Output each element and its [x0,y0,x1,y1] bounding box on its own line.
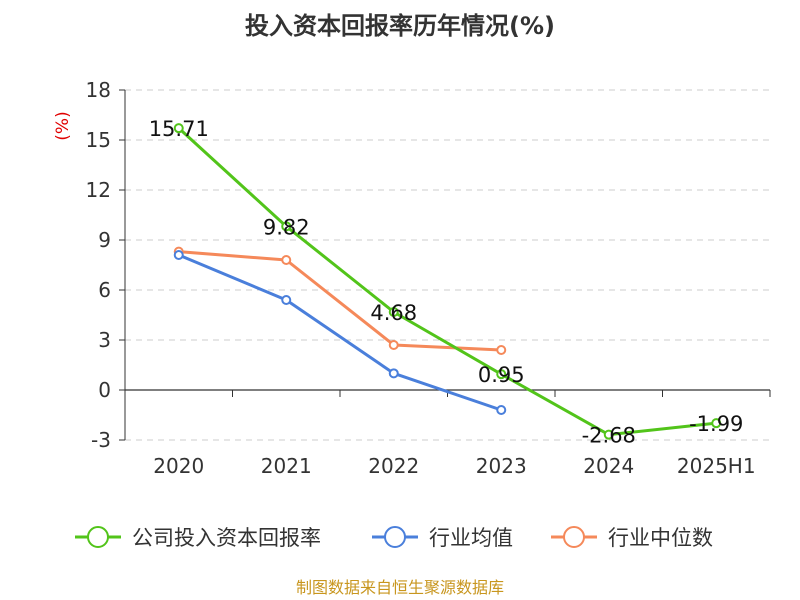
y-tick-labels: 18 15 12 9 6 3 0 -3 [86,78,111,452]
y-axis-label: (%) [53,111,73,140]
y-tick-label: 18 [86,78,111,102]
series-lines [173,123,722,440]
series-1 [173,123,722,440]
data-label: -1.99 [689,412,743,436]
y-tick-label: 0 [98,378,111,402]
x-tick-label: 2025H1 [677,454,756,478]
data-point [496,405,507,415]
legend-item: 行业中位数 [551,526,713,550]
x-tick-label: 2023 [476,454,527,478]
legend-item: 行业均值 [372,526,513,550]
legend-label: 行业均值 [429,526,513,550]
x-tick-labels: 2020 2021 2022 2023 2024 2025H1 [153,454,755,478]
legend-item: 公司投入资本回报率 [75,526,321,550]
data-point [173,123,184,134]
data-label: 0.95 [478,363,525,387]
legend-marker-icon [87,526,109,548]
data-point [603,429,614,440]
axes [119,89,771,441]
series-line [177,127,717,437]
data-point [388,368,399,379]
legend-label: 公司投入资本回报率 [132,526,321,550]
data-label: -2.68 [582,424,636,448]
legend-label: 行业中位数 [608,526,713,550]
data-label: 4.68 [370,301,417,325]
data-point [496,369,507,380]
grid-lines [125,89,770,441]
y-tick-label: 6 [98,278,111,302]
data-point [281,221,292,232]
x-tick-label: 2021 [261,454,312,478]
legend: 公司投入资本回报率 行业均值 行业中位数 [75,526,713,550]
series-line [178,250,502,352]
y-tick-label: -3 [91,428,111,452]
series-2 [173,250,507,415]
y-tick-label: 15 [86,128,111,152]
data-point [388,340,399,350]
data-label: 9.82 [263,215,310,239]
legend-marker-icon [384,526,406,548]
source-note: 制图数据来自恒生聚源数据库 [296,578,504,597]
data-point [173,250,184,260]
y-tick-label: 9 [98,228,111,252]
data-point [711,418,722,429]
chart-title: 投入资本回报率历年情况(%) [245,12,555,40]
legend-marker-icon [563,526,585,548]
y-tick-label: 12 [86,178,111,202]
series-line [178,253,502,412]
x-tick-label: 2020 [153,454,204,478]
data-point [281,255,292,265]
x-tick-label: 2024 [583,454,634,478]
data-point [496,345,507,355]
data-label: 15.71 [149,117,209,141]
data-point [281,295,292,305]
data-labels: 15.71 9.82 4.68 0.95 -2.68 -1.99 [149,117,744,448]
data-point [388,307,399,317]
y-tick-label: 3 [98,328,111,352]
x-tick-label: 2022 [368,454,419,478]
